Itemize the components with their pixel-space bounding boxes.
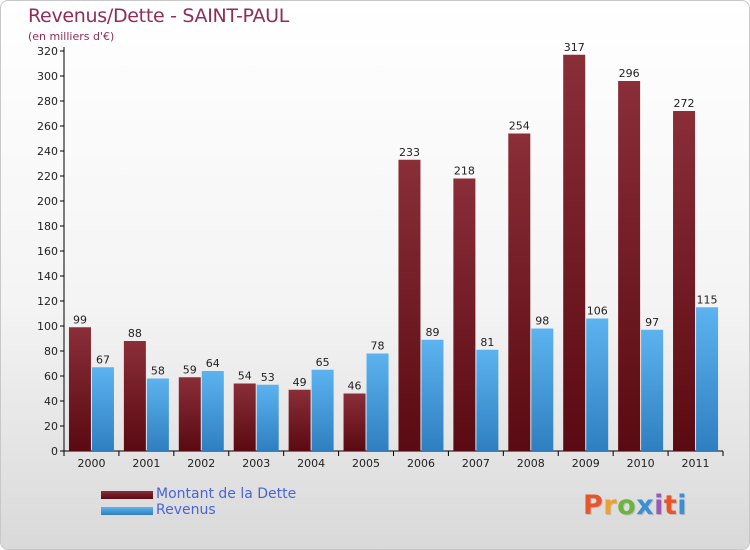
revenue-bar xyxy=(696,307,719,451)
proxiti-logo: Proxiti xyxy=(583,490,688,521)
x-tick-label: 2011 xyxy=(682,457,710,470)
x-tick-label: 2001 xyxy=(132,457,160,470)
debt-value-label: 99 xyxy=(73,313,87,326)
x-tick-label: 2003 xyxy=(242,457,270,470)
y-tick-label: 300 xyxy=(37,70,58,83)
x-tick-label: 2008 xyxy=(517,457,545,470)
revenue-value-label: 65 xyxy=(316,356,330,369)
debt-bar xyxy=(233,383,256,451)
revenue-bar xyxy=(201,371,224,451)
debt-value-label: 88 xyxy=(128,327,142,340)
debt-bar xyxy=(343,393,366,451)
y-tick-label: 140 xyxy=(37,270,58,283)
debt-value-label: 296 xyxy=(619,67,640,80)
legend-swatch-revenue xyxy=(101,507,153,515)
debt-bar xyxy=(673,111,696,451)
revenue-value-label: 98 xyxy=(535,315,549,328)
x-tick-label: 2006 xyxy=(407,457,435,470)
debt-value-label: 317 xyxy=(564,41,585,54)
debt-bar xyxy=(563,54,586,451)
revenue-bar xyxy=(311,369,334,451)
x-tick-label: 2004 xyxy=(297,457,325,470)
debt-value-label: 46 xyxy=(348,380,362,393)
debt-bar xyxy=(398,159,421,451)
x-tick-label: 2009 xyxy=(572,457,600,470)
x-tick-label: 2000 xyxy=(77,457,105,470)
revenue-bar xyxy=(91,367,114,451)
x-tick-label: 2007 xyxy=(462,457,490,470)
y-tick-label: 120 xyxy=(37,295,58,308)
y-tick-label: 260 xyxy=(37,120,58,133)
revenue-value-label: 58 xyxy=(151,365,165,378)
y-tick-label: 240 xyxy=(37,145,58,158)
legend-label-debt: Montant de la Dette xyxy=(156,486,297,502)
chart-title: Revenus/Dette - SAINT-PAUL xyxy=(28,5,290,27)
axes: 0 20 40 60 80 100 120 140 160 180 200 220 240 260 280 3… xyxy=(37,45,724,470)
y-tick-label: 80 xyxy=(44,345,58,358)
y-tick-label: 200 xyxy=(37,195,58,208)
legend-label-revenue: Revenus xyxy=(156,502,216,518)
debt-value-label: 54 xyxy=(238,370,252,383)
debt-value-label: 218 xyxy=(454,165,475,178)
revenue-bar xyxy=(366,353,389,451)
debt-bar xyxy=(618,81,641,451)
chart-subtitle: (en milliers d'€) xyxy=(28,30,115,43)
debt-bar xyxy=(508,133,531,451)
data-labels: 99 88 59 54 49 46 233 218 254 317 296 272 67 58 64 53 65… xyxy=(73,41,718,393)
y-tick-label: 160 xyxy=(37,245,58,258)
y-tick-label: 180 xyxy=(37,220,58,233)
revenue-value-label: 81 xyxy=(480,336,494,349)
y-tick-label: 100 xyxy=(37,320,58,333)
debt-bar xyxy=(288,389,311,451)
y-tick-label: 20 xyxy=(44,420,58,433)
y-tick-label: 320 xyxy=(37,45,58,58)
legend-swatch-debt xyxy=(101,491,153,499)
debt-bar xyxy=(178,377,201,451)
revenue-bar xyxy=(256,384,279,451)
revenue-bar xyxy=(476,349,499,451)
revenue-bar xyxy=(641,329,664,451)
y-tick-label: 280 xyxy=(37,95,58,108)
debt-value-label: 59 xyxy=(183,363,197,376)
y-tick-label: 40 xyxy=(44,395,58,408)
revenue-value-label: 97 xyxy=(645,316,659,329)
revenue-value-label: 106 xyxy=(587,305,608,318)
revenue-value-label: 89 xyxy=(425,326,439,339)
x-tick-label: 2010 xyxy=(627,457,655,470)
debt-value-label: 272 xyxy=(674,97,695,110)
revenue-value-label: 115 xyxy=(697,293,718,306)
y-tick-label: 60 xyxy=(44,370,58,383)
x-tick-label: 2002 xyxy=(187,457,215,470)
debt-bar xyxy=(453,178,476,451)
bars xyxy=(68,54,719,451)
revenue-bar xyxy=(531,328,554,451)
revenue-value-label: 64 xyxy=(206,357,220,370)
revenue-value-label: 53 xyxy=(261,371,275,384)
debt-bar xyxy=(123,341,146,451)
x-tick-label: 2005 xyxy=(352,457,380,470)
debt-value-label: 254 xyxy=(509,120,530,133)
y-tick-label: 220 xyxy=(37,170,58,183)
debt-value-label: 233 xyxy=(399,146,420,159)
revenue-value-label: 67 xyxy=(96,353,110,366)
debt-value-label: 49 xyxy=(293,376,307,389)
debt-bar xyxy=(68,327,91,451)
y-tick-label: 0 xyxy=(51,445,58,458)
revenue-value-label: 78 xyxy=(371,340,385,353)
revenue-bar xyxy=(421,339,444,451)
revenue-bar xyxy=(586,318,609,451)
revenue-bar xyxy=(146,378,169,451)
